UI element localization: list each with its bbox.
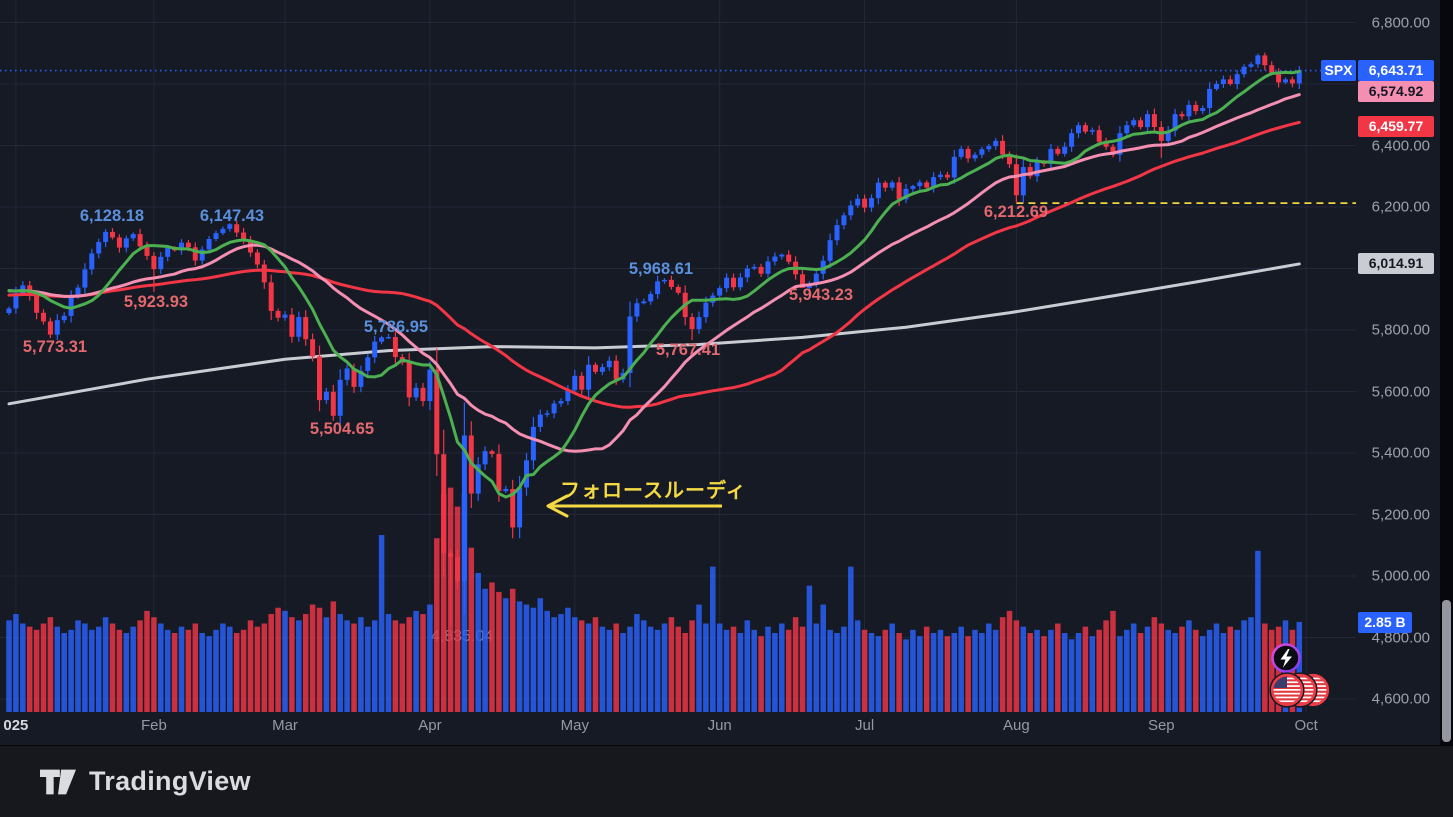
sma10-line: [7, 69, 1301, 499]
price-annotation: 5,968.61: [629, 260, 693, 278]
price-annotation: 5,923.93: [124, 293, 188, 311]
price-annotation: 6,212.69: [984, 203, 1048, 221]
sma200-price-badge: 6,014.91: [1358, 253, 1434, 274]
price-axis-label: 5,800.00: [1371, 321, 1430, 339]
time-axis[interactable]: 025 Feb Mar Apr May Jun Jul Aug Sep Oct: [0, 712, 1356, 745]
time-axis-label: Oct: [1294, 717, 1318, 734]
ma-200-line: [7, 262, 1301, 406]
tradingview-logo-icon: [40, 769, 76, 794]
reference-lines: [0, 69, 1356, 204]
price-axis-label: 6,800.00: [1371, 14, 1430, 31]
time-axis-label: Jul: [855, 717, 875, 734]
price-annotation: 5,504.65: [310, 420, 374, 438]
price-axis-label: 5,600.00: [1371, 383, 1430, 400]
time-axis-label: Aug: [1003, 717, 1030, 734]
price-axis-label: 5,200.00: [1371, 506, 1430, 523]
time-axis-label: May: [560, 717, 589, 734]
tradingview-logo[interactable]: TradingView: [40, 766, 251, 797]
candlestick-series: [6, 52, 1302, 627]
volume-badge: 2.85 B: [1358, 612, 1412, 633]
price-axis-label: 4,800.00: [1371, 629, 1430, 646]
price-axis-label: 4,600.00: [1371, 690, 1430, 708]
price-axis-label: 6,400.00: [1371, 137, 1430, 154]
price-annotations: 5,773.31 6,128.18 5,923.93 6,147.43 5,504.65…: [23, 203, 1048, 438]
event-marker-icons[interactable]: [1269, 643, 1331, 708]
volume-series: [6, 487, 1303, 712]
grid-lines: [0, 0, 1356, 712]
us-flag-icon-1[interactable]: [1269, 672, 1305, 708]
tradingview-logo-text: TradingView: [89, 766, 251, 796]
follow-through-note: フォロースルーディ: [546, 478, 747, 518]
price-annotation: 6,128.18: [80, 207, 144, 225]
price-axis-label: 5,000.00: [1371, 567, 1430, 585]
sma50-line: [7, 120, 1301, 409]
sma25-line: [7, 93, 1301, 453]
price-annotation: 5,773.31: [23, 338, 87, 356]
footer: TradingView: [0, 745, 1453, 817]
time-axis-label: 025: [3, 717, 29, 734]
symbol-badge: SPX: [1321, 60, 1356, 81]
note-text: フォロースルーディ: [560, 478, 747, 502]
price-annotation: 5,943.23: [789, 286, 853, 304]
time-axis-label: Apr: [418, 717, 442, 734]
price-annotation: 5,786.95: [364, 318, 428, 336]
price-axis-label: 6,200.00: [1371, 198, 1430, 216]
price-axis-label: 5,400.00: [1371, 444, 1430, 462]
sma50-price-badge: 6,459.77: [1358, 116, 1434, 137]
price-annotation: 5,767.41: [656, 341, 720, 359]
time-axis-label: Jun: [707, 717, 732, 734]
lightning-icon[interactable]: [1271, 643, 1301, 673]
chart-canvas[interactable]: 4,835.045,773.316,128.185,923.936,147.43…: [0, 0, 1440, 745]
time-axis-label: Feb: [140, 717, 167, 734]
sma25-price-badge: 6,574.92: [1358, 81, 1434, 102]
price-annotation: 6,147.43: [200, 207, 264, 225]
scrollbar-thumb[interactable]: [1442, 600, 1451, 742]
last-price-badge: 6,643.71: [1358, 60, 1434, 81]
scrollbar-track: [1440, 0, 1453, 745]
price-axis[interactable]: 6,800.00 6,400.00 6,200.00 5,800.00 5,600.00…: [1357, 0, 1440, 745]
time-axis-label: Mar: [272, 717, 298, 734]
time-axis-label: Sep: [1147, 717, 1175, 734]
